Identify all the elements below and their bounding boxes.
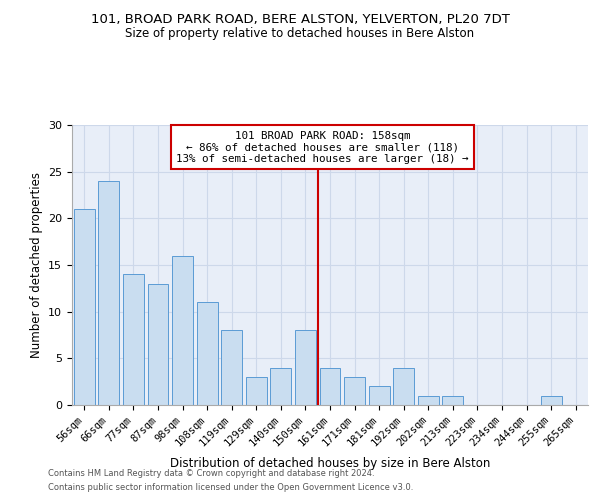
Bar	[172, 256, 193, 405]
Bar	[393, 368, 414, 405]
Bar	[442, 396, 463, 405]
Bar	[221, 330, 242, 405]
Bar	[344, 377, 365, 405]
X-axis label: Distribution of detached houses by size in Bere Alston: Distribution of detached houses by size …	[170, 456, 490, 469]
Text: 101 BROAD PARK ROAD: 158sqm
← 86% of detached houses are smaller (118)
13% of se: 101 BROAD PARK ROAD: 158sqm ← 86% of det…	[176, 130, 469, 164]
Bar	[295, 330, 316, 405]
Bar	[418, 396, 439, 405]
Bar	[98, 181, 119, 405]
Bar	[320, 368, 340, 405]
Text: Contains HM Land Registry data © Crown copyright and database right 2024.: Contains HM Land Registry data © Crown c…	[48, 468, 374, 477]
Bar	[271, 368, 292, 405]
Bar	[148, 284, 169, 405]
Bar	[197, 302, 218, 405]
Bar	[368, 386, 389, 405]
Text: 101, BROAD PARK ROAD, BERE ALSTON, YELVERTON, PL20 7DT: 101, BROAD PARK ROAD, BERE ALSTON, YELVE…	[91, 12, 509, 26]
Bar	[123, 274, 144, 405]
Bar	[246, 377, 267, 405]
Bar	[541, 396, 562, 405]
Y-axis label: Number of detached properties: Number of detached properties	[29, 172, 43, 358]
Text: Size of property relative to detached houses in Bere Alston: Size of property relative to detached ho…	[125, 28, 475, 40]
Bar	[74, 209, 95, 405]
Text: Contains public sector information licensed under the Open Government Licence v3: Contains public sector information licen…	[48, 484, 413, 492]
